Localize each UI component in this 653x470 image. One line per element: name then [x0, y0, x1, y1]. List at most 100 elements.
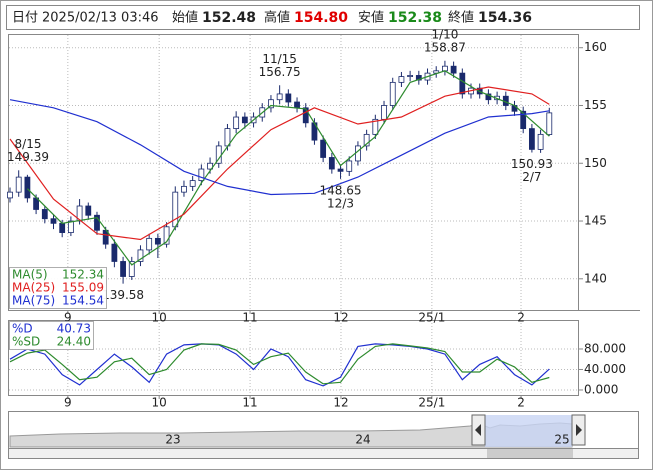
legend-value: 40.73 — [57, 322, 91, 336]
candle-body — [198, 168, 205, 181]
legend: %D 40.73 %SD 24.40 — [9, 321, 94, 350]
series-line — [9, 343, 550, 385]
candle-body — [15, 176, 22, 193]
candle-body — [67, 220, 74, 233]
annotation-date: 1/10 — [431, 27, 458, 41]
candle-body — [450, 65, 457, 74]
arrow — [475, 424, 481, 436]
x-tick-label: 12 — [333, 311, 348, 325]
x-tick-label: 11 — [242, 396, 257, 410]
x-tick-label: 11 — [242, 311, 257, 325]
candle-body — [294, 101, 300, 109]
y-tick-label: 150 — [584, 156, 607, 170]
x-tick-label: 12 — [333, 396, 348, 410]
candle-body — [346, 160, 353, 172]
low-label: 安値 — [358, 10, 384, 26]
candle-body — [146, 237, 153, 251]
date: 2025/02/13 03:46 — [42, 11, 159, 26]
candle-body — [520, 110, 527, 129]
annotation-value: 158.87 — [424, 40, 466, 54]
candle-body — [328, 157, 335, 170]
legend-value: 155.09 — [62, 281, 104, 295]
candle-body — [372, 118, 379, 135]
candle-body — [276, 93, 283, 101]
x-tick-label: 9 — [64, 396, 72, 410]
annotation-date: 12/3 — [327, 196, 354, 210]
candle-body — [59, 222, 66, 233]
navigator-window[interactable] — [485, 415, 572, 447]
candle-body — [485, 93, 492, 101]
candle-body — [389, 81, 396, 106]
high: 154.80 — [294, 10, 348, 26]
candle-body — [546, 112, 553, 136]
header-box — [6, 5, 640, 30]
candle-body — [181, 185, 187, 193]
y-tick-label: 160 — [584, 40, 607, 54]
candle-body — [381, 105, 387, 120]
candle-body — [459, 72, 466, 95]
candle-body — [50, 218, 57, 224]
candle-body — [355, 145, 361, 162]
candle-body — [41, 209, 48, 220]
candle-body — [128, 261, 135, 277]
candle-body — [442, 65, 448, 72]
candle-body — [24, 176, 31, 199]
open: 152.48 — [202, 10, 256, 26]
legend-name: MA(25) — [12, 281, 55, 295]
candle-body — [172, 191, 179, 228]
series-line — [9, 86, 550, 241]
high-label: 高値 — [264, 10, 290, 26]
series-line — [9, 99, 550, 196]
candle-body — [537, 133, 544, 150]
x-tick-label: 10 — [152, 311, 167, 325]
main-frame — [8, 34, 579, 311]
legend-value: 24.40 — [57, 335, 91, 349]
x-tick-label: 2 — [517, 396, 525, 410]
candle-body — [363, 133, 370, 147]
y-tick-label: 80.000 — [584, 341, 626, 355]
low: 152.38 — [388, 10, 442, 26]
candle-body — [528, 128, 535, 150]
y-tick-label: 145 — [584, 214, 607, 228]
candle-body — [407, 75, 414, 77]
legend-value: 152.34 — [62, 268, 104, 282]
candle-body — [268, 99, 274, 109]
legend-name: MA(5) — [12, 268, 48, 282]
y-tick-label: 0.000 — [584, 382, 618, 396]
annotation-date: 2/7 — [522, 170, 541, 184]
x-tick-label: 25/1 — [418, 396, 445, 410]
series-line — [9, 343, 550, 387]
candle-body — [189, 180, 196, 187]
candle-body — [241, 116, 248, 124]
candle-body — [285, 93, 292, 103]
x-tick-label: 2 — [517, 311, 525, 325]
legend-name: %SD — [12, 335, 40, 349]
close-label: 終値 — [448, 10, 474, 26]
annotation-value: 139.58 — [102, 288, 144, 302]
y-tick-label: 140 — [584, 271, 607, 285]
candle-body — [154, 237, 161, 245]
y-tick-label: 155 — [584, 98, 607, 112]
scrollbar-thumb[interactable] — [487, 449, 573, 458]
candle-body — [320, 139, 327, 158]
date-label: 日付 — [12, 11, 38, 26]
arrow — [576, 424, 582, 436]
legend-box — [9, 267, 107, 309]
series-line — [26, 70, 550, 266]
annotation-value: 149.39 — [7, 150, 49, 164]
annotation-value: 148.65 — [320, 183, 362, 197]
candle-body — [137, 249, 144, 262]
candle-body — [233, 116, 240, 129]
candle-body — [111, 243, 118, 262]
y-tick-label: 40.000 — [584, 362, 626, 376]
scrollbar[interactable] — [8, 448, 639, 459]
x-tick-label: 9 — [64, 311, 72, 325]
annotation-value: 156.75 — [259, 65, 301, 79]
navigator-label: 24 — [355, 433, 370, 447]
candle-body — [207, 162, 213, 170]
x-tick-label: 25/1 — [418, 311, 445, 325]
candle-body — [94, 214, 100, 231]
legend-name: MA(75) — [12, 294, 55, 308]
